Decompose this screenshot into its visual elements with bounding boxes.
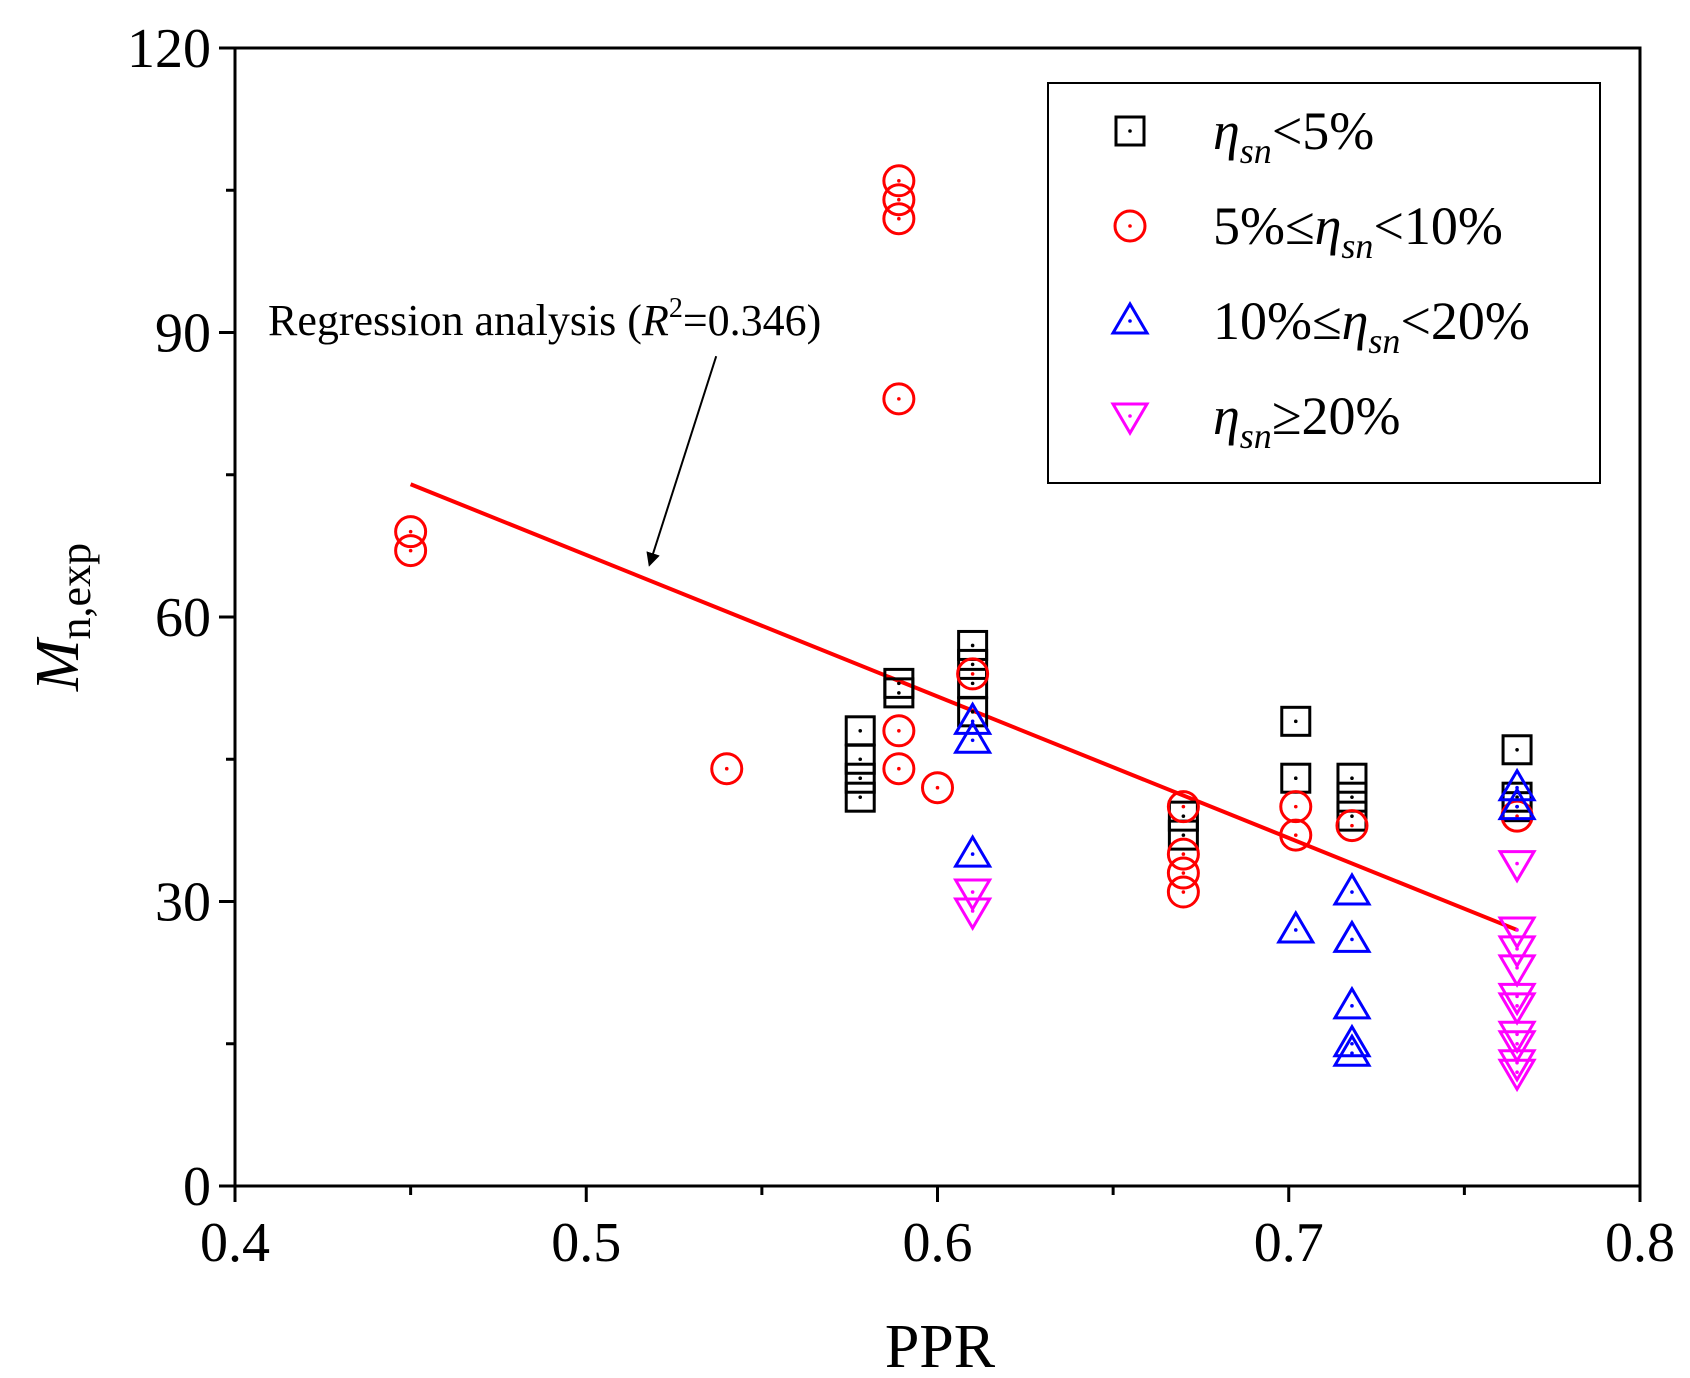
- data-point-series-4: [1497, 935, 1537, 969]
- data-point-series-3: [1332, 1033, 1372, 1067]
- data-point-series-3: [953, 720, 993, 754]
- data-point-series-2: [394, 515, 428, 549]
- y-axis: 0 30 60 90 120: [127, 18, 235, 1218]
- x-tick-label: 0.8: [1605, 1212, 1675, 1274]
- regression-line: [409, 482, 1518, 932]
- data-point-series-4: [953, 878, 993, 912]
- data-point-series-3: [1332, 1023, 1372, 1058]
- data-point-series-2: [882, 183, 916, 217]
- data-point-series-4: [953, 897, 993, 931]
- data-point-series-1: [844, 762, 876, 794]
- legend-marker: [1110, 301, 1150, 335]
- legend-label: 10%≤ηsn<20%: [1213, 291, 1530, 361]
- y-axis-title: Mn,exp: [24, 543, 100, 692]
- x-axis: 0.4 0.5 0.6 0.7 0.8: [200, 1186, 1675, 1274]
- data-point-series-1: [1336, 762, 1368, 794]
- data-point-series-3: [1276, 909, 1316, 944]
- y-tick-label: 0: [183, 1156, 211, 1218]
- data-point-series-4: [1497, 1020, 1537, 1055]
- data-point-series-1: [957, 629, 989, 661]
- x-tick-label: 0.5: [551, 1212, 621, 1274]
- data-point-series-2: [1279, 790, 1313, 824]
- data-point-series-4: [1497, 992, 1537, 1026]
- y-tick-label: 30: [155, 872, 211, 934]
- data-point-series-1: [1280, 762, 1312, 794]
- data-point-series-2: [1335, 809, 1369, 843]
- data-point-series-3: [1497, 767, 1537, 802]
- data-point-series-2: [1166, 875, 1200, 909]
- data-point-series-2: [710, 752, 744, 786]
- data-point-series-4: [1497, 954, 1537, 988]
- data-point-series-4: [1497, 850, 1537, 884]
- data-point-series-2: [882, 382, 916, 416]
- data-point-series-1: [1280, 705, 1312, 737]
- data-point-series-1: [844, 781, 876, 813]
- data-point-series-3: [953, 834, 993, 868]
- data-point-series-3: [1332, 985, 1372, 1020]
- data-point-series-1: [1501, 734, 1533, 766]
- legend-label: 5%≤ηsn<10%: [1213, 196, 1503, 266]
- regression-annotation: Regression analysis (R2=0.346): [268, 293, 821, 567]
- data-point-series-2: [1279, 818, 1313, 852]
- legend-marker: [1113, 209, 1147, 243]
- legend-entry: ηsn<5%: [1114, 101, 1374, 171]
- data-point-series-2: [1166, 856, 1200, 890]
- annotation-arrow: [646, 355, 718, 567]
- data-point-series-3: [1497, 786, 1537, 821]
- annotation-text: Regression analysis (R2=0.346): [268, 293, 821, 345]
- legend-marker: [1114, 115, 1146, 147]
- data-point-series-1: [844, 715, 876, 747]
- data-point-series-1: [844, 743, 876, 775]
- y-tick-label: 90: [155, 303, 211, 365]
- data-point-series-4: [1497, 916, 1537, 950]
- y-tick-label: 60: [155, 587, 211, 649]
- legend-entry: 5%≤ηsn<10%: [1113, 196, 1503, 266]
- legend-label: ηsn≥20%: [1213, 386, 1400, 456]
- legend: ηsn<5% 5%≤ηsn<10% 10%≤ηsn<20% ηsn≥20%: [1047, 82, 1601, 484]
- data-point-series-4: [1497, 1049, 1537, 1083]
- x-tick-label: 0.6: [903, 1212, 973, 1274]
- legend-label: ηsn<5%: [1213, 101, 1374, 171]
- y-tick-label: 120: [127, 18, 211, 80]
- data-point-series-2: [882, 164, 916, 198]
- data-point-series-2: [882, 714, 916, 748]
- legend-entry: 10%≤ηsn<20%: [1110, 291, 1530, 361]
- data-point-series-1: [1336, 800, 1368, 832]
- data-point-series-1: [883, 677, 915, 709]
- x-tick-label: 0.4: [200, 1212, 270, 1274]
- data-point-series-2: [394, 534, 428, 568]
- data-point-series-4: [1497, 982, 1537, 1017]
- data-point-series-2: [882, 202, 916, 236]
- data-point-series-4: [1497, 1030, 1537, 1064]
- data-point-series-3: [1332, 919, 1372, 953]
- data-points: [394, 164, 1537, 1093]
- data-point-series-2: [882, 752, 916, 786]
- data-point-series-4: [1497, 1058, 1537, 1093]
- data-point-series-1: [957, 648, 989, 680]
- data-point-series-3: [1332, 872, 1372, 906]
- data-point-series-2: [1166, 790, 1200, 824]
- legend-entry: ηsn≥20%: [1110, 386, 1400, 456]
- data-point-series-2: [1166, 837, 1200, 871]
- x-axis-title: PPR: [885, 1313, 996, 1378]
- legend-marker: [1110, 402, 1150, 436]
- x-tick-label: 0.7: [1254, 1212, 1324, 1274]
- data-point-series-2: [921, 771, 954, 805]
- data-point-series-1: [1336, 781, 1368, 813]
- data-point-series-1: [1167, 819, 1199, 851]
- data-point-series-2: [956, 657, 990, 691]
- data-point-series-1: [1167, 800, 1199, 832]
